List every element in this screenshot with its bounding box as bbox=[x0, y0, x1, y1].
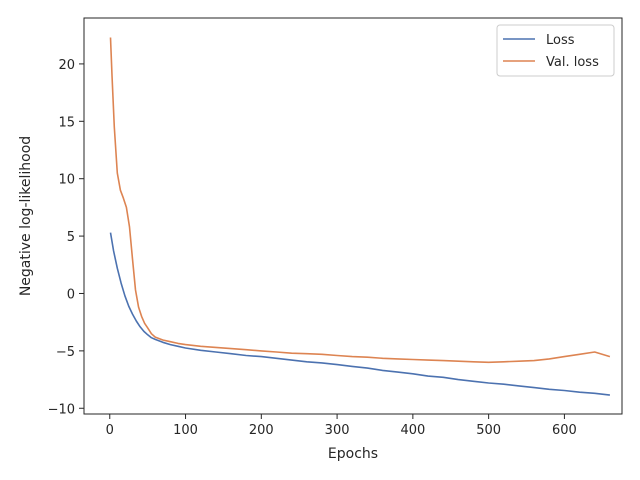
series-line-val-loss bbox=[109, 37, 611, 364]
y-tick-label: −5 bbox=[56, 345, 75, 360]
y-tick-label: 10 bbox=[58, 173, 75, 188]
y-tick-label: 20 bbox=[58, 58, 75, 73]
series-line-loss bbox=[109, 232, 610, 396]
series-layer bbox=[109, 37, 611, 396]
y-tick-label: −10 bbox=[48, 402, 75, 417]
x-tick-label: 600 bbox=[552, 423, 577, 438]
x-axis-label: Epochs bbox=[328, 446, 378, 462]
x-tick-label: 400 bbox=[400, 423, 425, 438]
legend-box bbox=[496, 24, 615, 77]
x-tick-label: 300 bbox=[325, 423, 350, 438]
x-tick-label: 100 bbox=[173, 423, 198, 438]
legend: Loss Val. loss bbox=[496, 24, 615, 77]
y-tick-label: 0 bbox=[67, 287, 75, 302]
y-tick-label: 15 bbox=[58, 115, 75, 130]
x-tick-label: 0 bbox=[106, 423, 114, 438]
x-tick-label: 200 bbox=[249, 423, 274, 438]
legend-label-val-loss: Val. loss bbox=[546, 55, 599, 70]
x-tick-label: 500 bbox=[476, 423, 501, 438]
legend-label-loss: Loss bbox=[546, 33, 575, 48]
y-ticks: −10 −5 0 5 10 15 20 bbox=[48, 58, 84, 417]
plot-area-frame bbox=[83, 17, 623, 415]
y-tick-label: 5 bbox=[67, 230, 75, 245]
x-ticks: 0 100 200 300 400 500 600 bbox=[106, 414, 577, 438]
y-axis-label: Negative log-likelihood bbox=[18, 136, 34, 296]
